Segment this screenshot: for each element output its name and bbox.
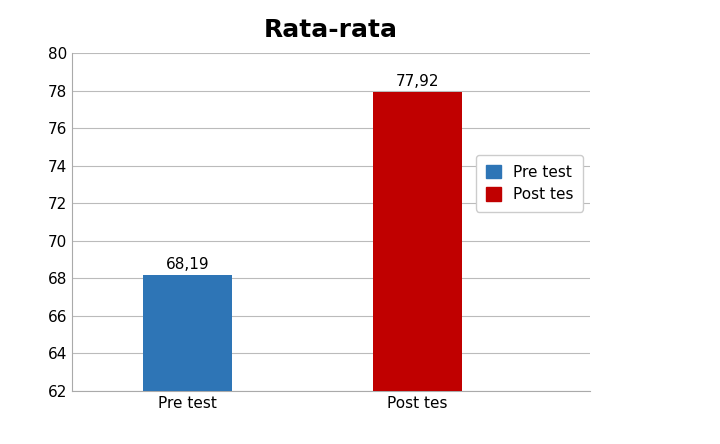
- Bar: [143, 275, 232, 444]
- Legend: Pre test, Post tes: Pre test, Post tes: [477, 155, 582, 211]
- Text: 77,92: 77,92: [396, 75, 439, 89]
- Bar: [373, 92, 462, 444]
- Text: 68,19: 68,19: [166, 257, 209, 272]
- Title: Rata-rata: Rata-rata: [264, 18, 398, 42]
